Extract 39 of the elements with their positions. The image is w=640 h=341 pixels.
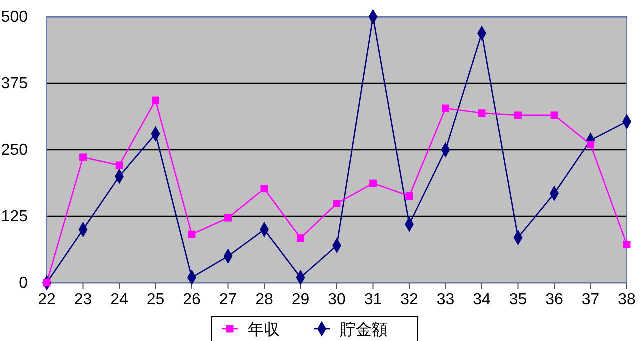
y-tick-label: 250 [1,142,28,160]
x-tick-label: 27 [219,291,238,308]
x-tick-label: 31 [364,291,382,308]
point [442,104,450,112]
y-tick-label: 0 [19,275,28,292]
y-tick-label: 125 [1,208,28,226]
point [514,112,522,120]
legend-label: 年収 [248,321,280,339]
point [478,110,486,117]
x-tick-label: 29 [292,291,310,308]
x-tick-label: 35 [509,291,528,308]
x-tick-label: 26 [183,291,201,308]
x-tick-label: 34 [473,291,491,308]
point [152,96,160,104]
point [623,240,631,248]
x-tick-label: 33 [436,291,455,308]
point [116,162,124,170]
x-tick-label: 30 [328,291,346,308]
point [370,180,377,188]
y-tick-label: 500 [1,9,28,26]
x-tick-label: 28 [256,291,274,308]
point [188,230,196,238]
x-tick-label: 37 [582,291,600,308]
legend-label: 貯金額 [340,321,388,339]
x-tick-label: 36 [546,291,564,308]
point [80,154,87,162]
x-tick-label: 32 [400,291,418,308]
point [550,112,558,120]
point [260,185,268,193]
point [297,234,304,242]
y-tick-label: 375 [1,76,28,93]
point [406,192,414,200]
x-tick-label: 22 [38,291,56,308]
point [224,214,232,222]
x-tick-label: 25 [146,291,165,308]
x-tick-label: 24 [110,291,128,308]
point [333,200,341,208]
x-tick-label: 38 [618,291,636,308]
x-tick-label: 23 [74,291,92,308]
